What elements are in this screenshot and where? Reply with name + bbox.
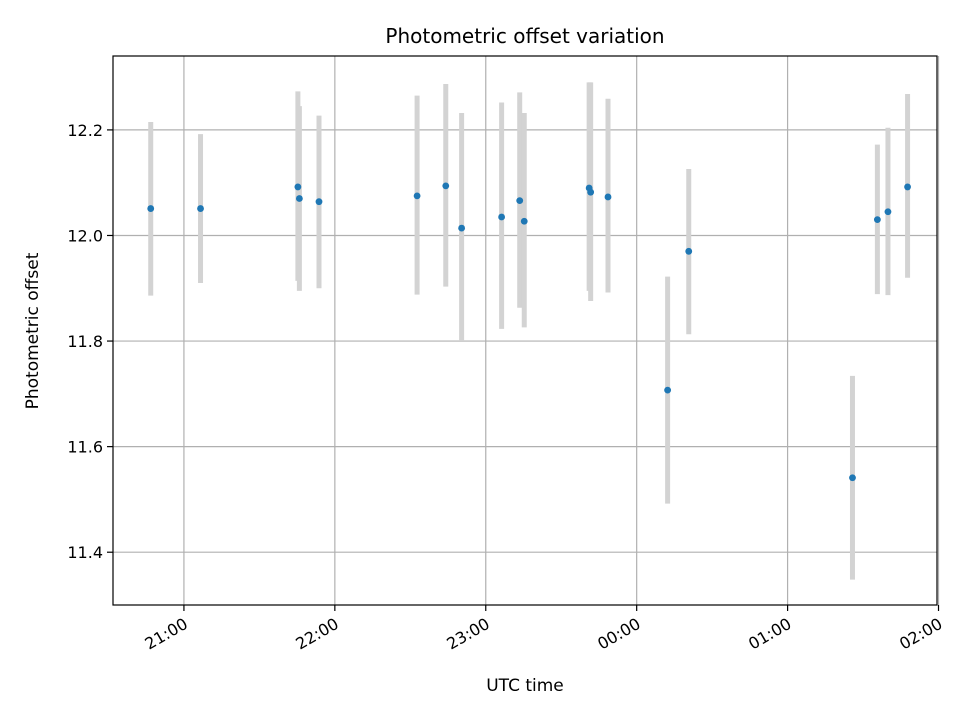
- y-axis: 11.4 11.6 11.8 12.0 12.2: [67, 121, 113, 562]
- y-axis-label: Photometric offset: [23, 252, 43, 409]
- y-tick-label: 12.2: [67, 121, 103, 140]
- grid: [113, 56, 940, 605]
- data-point: [685, 247, 693, 255]
- data-point: [315, 198, 323, 206]
- plot-frame: [112, 55, 938, 606]
- data-point: [413, 192, 421, 200]
- data-point: [295, 195, 303, 202]
- data-point: [147, 205, 155, 212]
- data-point: [604, 193, 612, 201]
- data-point: [849, 474, 856, 482]
- data-point: [520, 217, 528, 225]
- y-tick-label: 12.0: [67, 226, 103, 245]
- data-point: [884, 208, 892, 216]
- data-point: [587, 188, 595, 196]
- data-point: [873, 216, 881, 224]
- data-point: [498, 213, 506, 221]
- data-point: [197, 205, 204, 212]
- x-axis-label: UTC time: [486, 676, 564, 696]
- data-point: [442, 182, 450, 190]
- y-tick-label: 11.6: [67, 438, 103, 457]
- data-points: [147, 182, 911, 482]
- y-tick-label: 11.8: [67, 332, 103, 351]
- data-point: [904, 183, 911, 191]
- chart-title: Photometric offset variation: [385, 24, 664, 48]
- data-point: [294, 183, 302, 191]
- data-point: [458, 224, 466, 232]
- data-point: [664, 386, 672, 394]
- data-point: [516, 197, 524, 205]
- y-tick-label: 11.4: [67, 543, 103, 562]
